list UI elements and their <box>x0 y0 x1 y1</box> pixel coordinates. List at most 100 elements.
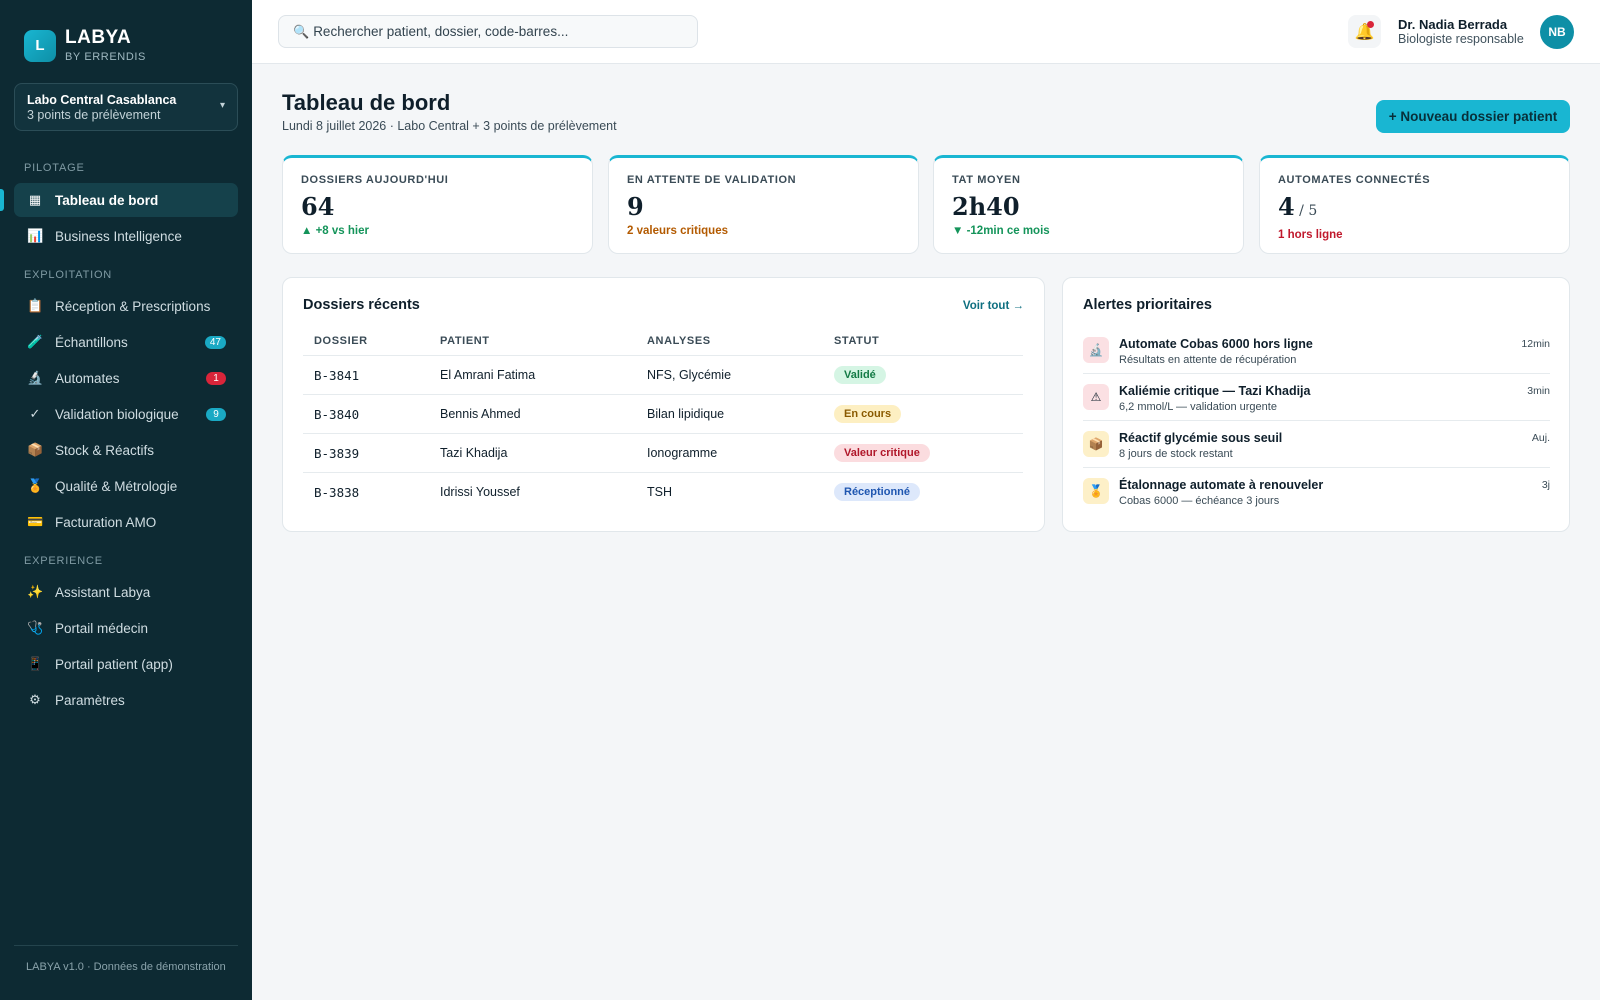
alert-item[interactable]: 🏅 Étalonnage automate à renouveler Cobas… <box>1083 476 1550 523</box>
card-title: Dossiers récents <box>303 297 420 313</box>
cell-analyses: Bilan lipidique <box>647 407 725 421</box>
sidebar-item-label: Portail médecin <box>55 620 149 636</box>
cell-patient: Bennis Ahmed <box>440 407 521 421</box>
alert-title: Kaliémie critique — Tazi Khadija <box>1119 384 1311 398</box>
brand-logo: L <box>24 29 56 62</box>
sidebar-item-validation[interactable]: ✓ Validation biologique 9 <box>14 397 238 431</box>
kpi-label: TAT MOYEN <box>952 174 1021 186</box>
table-row[interactable]: B-3840 Bennis Ahmed Bilan lipidique En c… <box>303 395 1023 434</box>
table-divider <box>303 433 1023 434</box>
sidebar-item-label: Paramètres <box>55 692 125 708</box>
priority-alerts-card: Alertes prioritaires 🔬 Automate Cobas 60… <box>1062 277 1570 532</box>
count-badge: 9 <box>206 408 226 421</box>
cell-patient: El Amrani Fatima <box>440 368 536 382</box>
sidebar-item-label: Validation biologique <box>55 406 179 422</box>
cell-analyses: TSH <box>647 485 672 499</box>
kpi-note: ▲ +8 vs hier <box>301 225 369 237</box>
kpi-label: EN ATTENTE DE VALIDATION <box>627 174 797 186</box>
sidebar-item-echantillons[interactable]: 🧪 Échantillons 47 <box>14 325 238 359</box>
sidebar-item-label: Portail patient (app) <box>55 656 173 672</box>
table-row[interactable]: B-3839 Tazi Khadija Ionogramme Valeur cr… <box>303 434 1023 473</box>
stethoscope-icon: 🩺 <box>27 620 44 635</box>
sidebar-item-facturation[interactable]: 💳 Facturation AMO <box>14 505 238 539</box>
sidebar-item-label: Facturation AMO <box>55 514 157 530</box>
kpi-note: 2 valeurs critiques <box>627 225 728 237</box>
alert-time: 12min <box>1521 338 1550 350</box>
user-info[interactable]: Dr. Nadia Berrada Biologiste responsable <box>1398 17 1524 47</box>
column-header-statut[interactable]: STATUT <box>834 335 880 347</box>
mobile-phone-icon: 📱 <box>27 656 44 671</box>
sparkles-icon: ✨ <box>27 584 44 599</box>
kpi-label: DOSSIERS AUJOURD'HUI <box>301 174 449 186</box>
status-badge: Valeur critique <box>834 444 930 462</box>
column-header-patient[interactable]: PATIENT <box>440 335 490 347</box>
nav-section-exploitation: EXPLOITATION <box>24 269 113 281</box>
search-box[interactable]: 🔍 <box>278 15 698 48</box>
cell-analyses: Ionogramme <box>647 446 718 460</box>
sidebar-item-business-intelligence[interactable]: 📊 Business Intelligence <box>14 219 238 253</box>
sidebar-item-label: Stock & Réactifs <box>55 442 155 458</box>
sidebar-item-automates[interactable]: 🔬 Automates 1 <box>14 361 238 395</box>
kpi-card-validation: EN ATTENTE DE VALIDATION 9 2 valeurs cri… <box>608 155 919 254</box>
page-subtitle: Lundi 8 juillet 2026 · Labo Central + 3 … <box>282 119 617 133</box>
sidebar-item-label: Assistant Labya <box>55 584 151 600</box>
new-patient-file-button[interactable]: + Nouveau dossier patient <box>1376 100 1570 133</box>
alert-time: 3min <box>1527 385 1550 397</box>
sidebar-item-label: Qualité & Métrologie <box>55 478 178 494</box>
sidebar-item-reception[interactable]: 📋 Réception & Prescriptions <box>14 289 238 323</box>
status-badge: Validé <box>834 366 886 384</box>
table-divider <box>303 472 1023 473</box>
lab-name: Labo Central Casablanca <box>27 93 177 107</box>
brand-name: LABYA <box>65 27 132 48</box>
kpi-label: AUTOMATES CONNECTÉS <box>1278 174 1431 186</box>
alert-item[interactable]: ⚠ Kaliémie critique — Tazi Khadija 6,2 m… <box>1083 382 1550 429</box>
avatar[interactable]: NB <box>1540 15 1574 49</box>
alert-title: Réactif glycémie sous seuil <box>1119 431 1283 445</box>
alert-divider <box>1083 373 1550 374</box>
alert-divider <box>1083 420 1550 421</box>
search-input[interactable] <box>313 24 694 39</box>
sidebar-item-label: Échantillons <box>55 334 128 350</box>
alert-description: 6,2 mmol/L — validation urgente <box>1119 401 1277 413</box>
status-badge: En cours <box>834 405 902 423</box>
medal-icon: 🏅 <box>27 478 44 493</box>
cell-patient: Tazi Khadija <box>440 446 508 460</box>
medal-icon: 🏅 <box>1083 478 1109 504</box>
sidebar-item-portail-patient[interactable]: 📱 Portail patient (app) <box>14 647 238 681</box>
cell-patient: Idrissi Youssef <box>440 485 520 499</box>
table-row[interactable]: B-3838 Idrissi Youssef TSH Réceptionné <box>303 473 1023 512</box>
alert-item[interactable]: 🔬 Automate Cobas 6000 hors ligne Résulta… <box>1083 335 1550 382</box>
nav-section-experience: EXPERIENCE <box>24 555 103 567</box>
lab-selector[interactable]: Labo Central Casablanca 3 points de prél… <box>14 83 238 131</box>
sidebar-item-stock[interactable]: 📦 Stock & Réactifs <box>14 433 238 467</box>
kpi-value: 64 <box>301 192 335 221</box>
package-icon: 📦 <box>1083 431 1109 457</box>
kpi-card-dossiers: DOSSIERS AUJOURD'HUI 64 ▲ +8 vs hier <box>282 155 593 254</box>
card-title: Alertes prioritaires <box>1083 297 1212 313</box>
page-title: Tableau de bord <box>282 90 451 115</box>
active-nav-marker <box>0 189 4 211</box>
brand[interactable]: L LABYA BY ERRENDIS <box>24 28 146 63</box>
kpi-card-automates: AUTOMATES CONNECTÉS 4 / 5 1 hors ligne <box>1259 155 1570 254</box>
sidebar-item-portail-medecin[interactable]: 🩺 Portail médecin <box>14 611 238 645</box>
bar-chart-icon: 📊 <box>27 228 44 243</box>
test-tube-icon: 🧪 <box>27 334 44 349</box>
notifications-button[interactable]: 🔔 <box>1348 15 1381 48</box>
table-row[interactable]: B-3841 El Amrani Fatima NFS, Glycémie Va… <box>303 356 1023 395</box>
alert-divider <box>1083 467 1550 468</box>
status-badge: Réceptionné <box>834 483 921 501</box>
column-header-analyses[interactable]: ANALYSES <box>647 335 711 347</box>
kpi-total: / 5 <box>1294 203 1318 219</box>
warning-icon: ⚠ <box>1083 384 1109 410</box>
alert-item[interactable]: 📦 Réactif glycémie sous seuil 8 jours de… <box>1083 429 1550 476</box>
see-all-link[interactable]: Voir tout → <box>962 300 1024 312</box>
count-badge: 47 <box>204 336 226 349</box>
sidebar-item-parametres[interactable]: ⚙ Paramètres <box>14 683 238 717</box>
sidebar-item-tableau-de-bord[interactable]: ▦ Tableau de bord <box>14 183 238 217</box>
sidebar-item-qualite[interactable]: 🏅 Qualité & Métrologie <box>14 469 238 503</box>
alert-time: Auj. <box>1531 432 1550 444</box>
cell-dossier: B-3840 <box>314 407 360 422</box>
sidebar-item-assistant[interactable]: ✨ Assistant Labya <box>14 575 238 609</box>
cell-dossier: B-3841 <box>314 368 360 383</box>
column-header-dossier[interactable]: DOSSIER <box>314 335 368 347</box>
